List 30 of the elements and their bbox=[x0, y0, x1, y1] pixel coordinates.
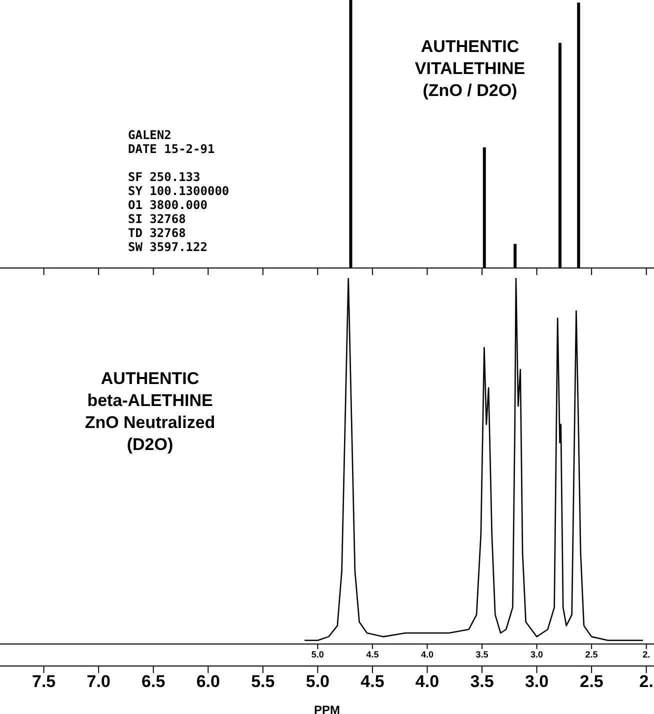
x2-tick-label: 3.5 bbox=[476, 649, 488, 660]
x-tick-label: 2.5 bbox=[580, 672, 604, 692]
x2-tick-label: 2. bbox=[642, 649, 650, 660]
annotation: SF 250.133 bbox=[128, 170, 202, 184]
x2-tick-label: 3.0 bbox=[530, 649, 544, 660]
x-tick-label: 2. bbox=[639, 672, 654, 692]
x-tick-label: 3.0 bbox=[524, 672, 549, 692]
annotation: O1 3800.000 bbox=[128, 198, 208, 212]
x2-tick-label: 4.5 bbox=[366, 649, 379, 660]
x2-tick-label: 5.0 bbox=[311, 649, 324, 660]
x-tick-label: 5.5 bbox=[251, 672, 275, 692]
x2-tick-label: 4.0 bbox=[420, 649, 434, 660]
annotation: DATE 15-2-91 bbox=[128, 142, 216, 156]
x-tick-label: 6.0 bbox=[196, 672, 220, 692]
x-tick-label: 7.0 bbox=[86, 672, 110, 692]
x-tick-label: 6.5 bbox=[142, 672, 166, 692]
annotation: GALEN2 bbox=[128, 128, 172, 142]
x-tick-label: 3.5 bbox=[470, 672, 494, 692]
annotation: SW 3597.122 bbox=[128, 240, 208, 254]
x-tick-label: 4.0 bbox=[415, 672, 440, 692]
text: AUTHENTIC beta-ALETHINE ZnO Neutralized (D2O) bbox=[84, 368, 216, 456]
x-tick-label: 5.0 bbox=[306, 672, 330, 692]
x-tick-label: 7.5 bbox=[32, 672, 56, 692]
annotation: TD 32768 bbox=[128, 226, 187, 240]
annotation: SY 100.1300000 bbox=[128, 184, 230, 198]
text: AUTHENTIC VITALETHINE (ZnO / D2O) bbox=[414, 36, 526, 102]
x-tick-label: 4.5 bbox=[360, 672, 384, 692]
x2-tick-label: 2.5 bbox=[585, 649, 598, 660]
annotation: SI 32768 bbox=[128, 212, 187, 226]
x-axis-title: PPM bbox=[314, 703, 340, 714]
